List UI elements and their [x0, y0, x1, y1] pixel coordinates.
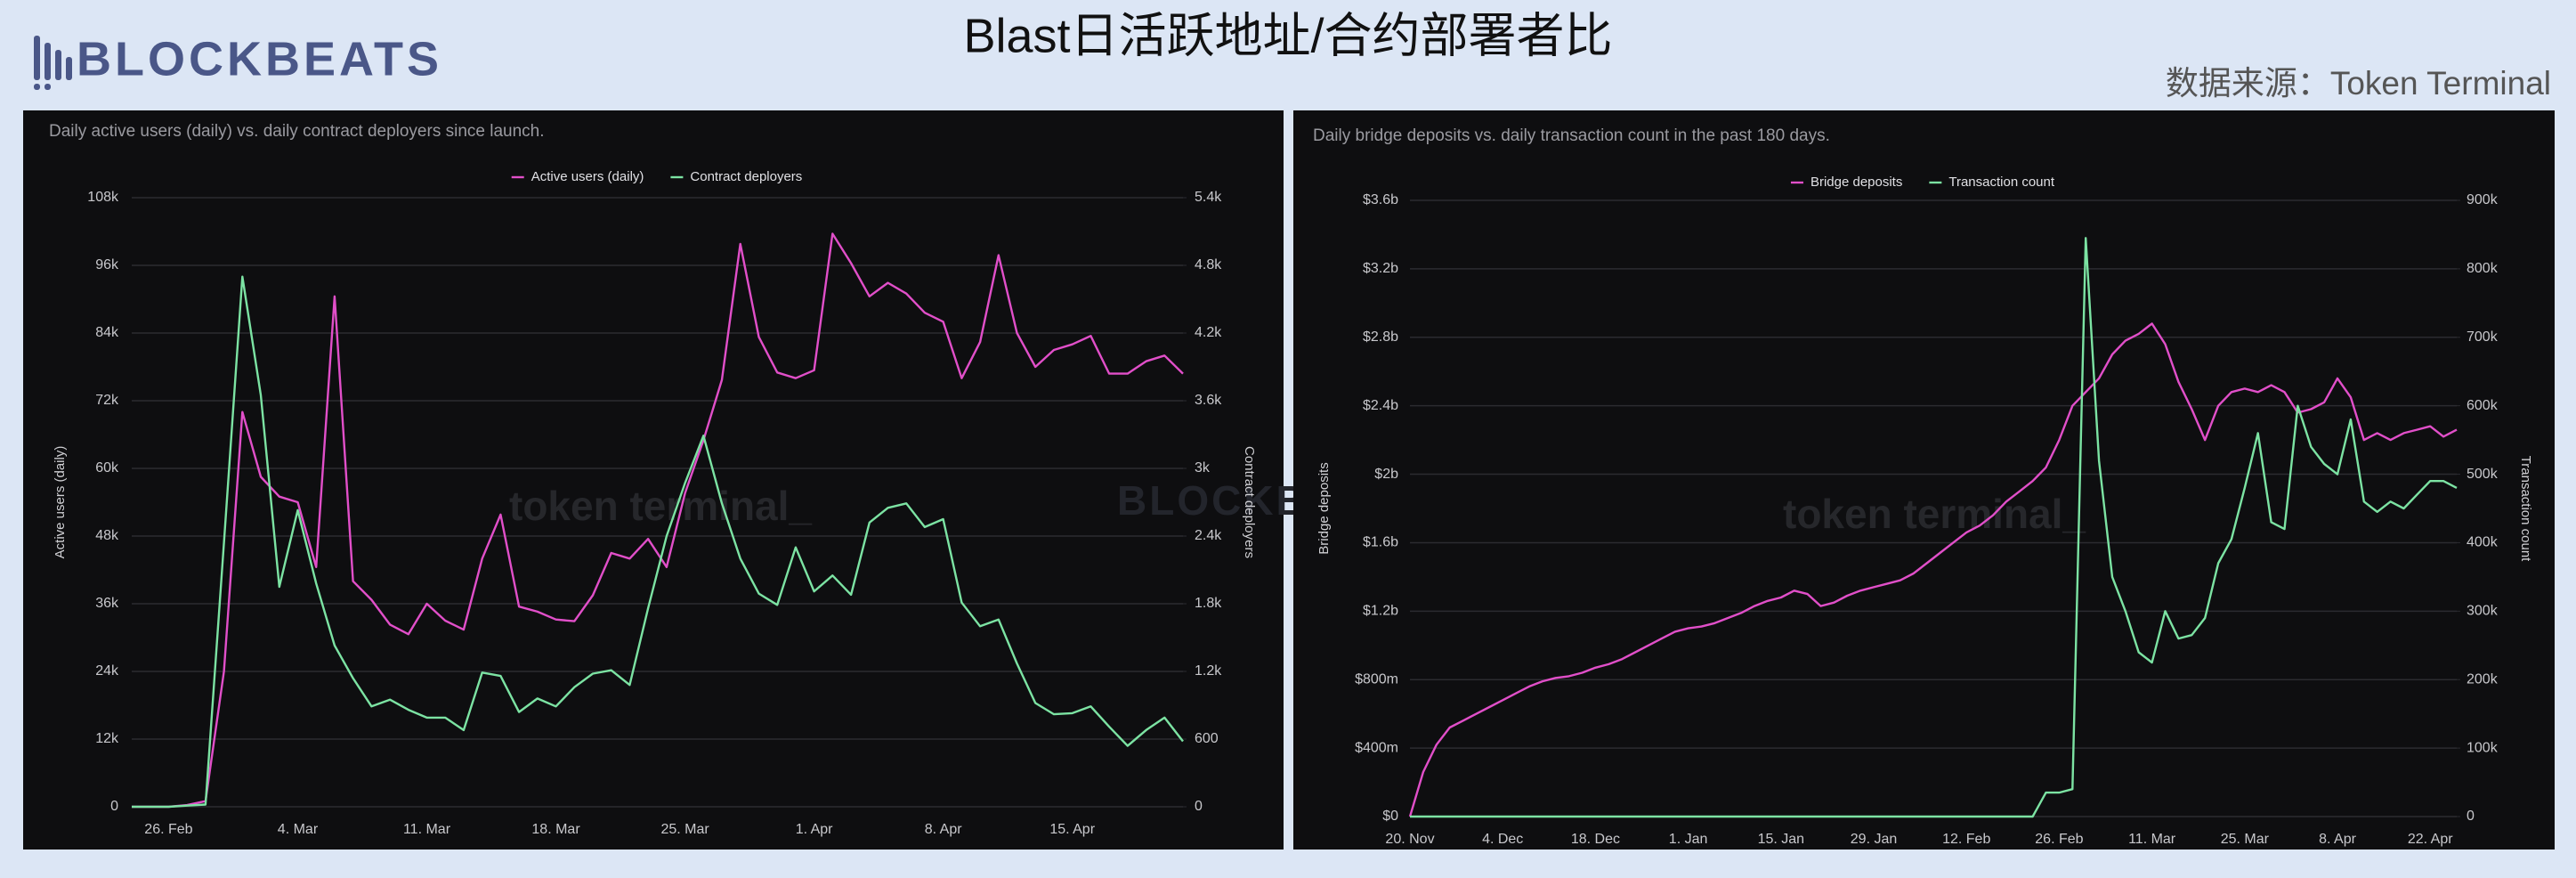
y2-tick-label: 600k — [2467, 398, 2499, 413]
legend-label: Contract deployers — [690, 169, 802, 184]
y2-tick-label: 1.2k — [1195, 663, 1222, 679]
y-axis-title: Active users (daily) — [53, 446, 68, 559]
y-tick-label: 84k — [95, 325, 119, 340]
y-tick-label: 60k — [95, 460, 119, 476]
series-line — [132, 275, 1184, 809]
y-tick-label: $3.2b — [1363, 261, 1398, 276]
y2-tick-label: 2.4k — [1195, 528, 1222, 543]
panel — [23, 110, 1284, 850]
x-tick-label: 15. Jan — [1758, 832, 1804, 847]
y-tick-label: $1.2b — [1363, 604, 1398, 619]
y2-tick-label: 700k — [2467, 329, 2499, 345]
y2-tick-label: 0 — [2467, 809, 2475, 824]
y-tick-label: 36k — [95, 596, 119, 611]
y2-axis-title: Transaction count — [2518, 456, 2533, 563]
y-tick-label: $800m — [1355, 671, 1398, 687]
y-tick-label: $2.8b — [1363, 329, 1398, 345]
y-tick-label: $2b — [1374, 467, 1398, 482]
x-tick-label: 25. Mar — [660, 822, 709, 837]
x-tick-label: 1. Jan — [1669, 832, 1708, 847]
y2-tick-label: 300k — [2467, 604, 2499, 619]
page-title: Blast日活跃地址/合约部署者比 — [963, 9, 1612, 62]
y-tick-label: 0 — [110, 799, 118, 814]
chart: token terminal_ Daily bridge deposits vs.… — [1293, 110, 2555, 850]
legend-item: Active users (daily) — [511, 169, 644, 184]
y2-tick-label: 400k — [2467, 535, 2499, 550]
y-tick-label: 72k — [95, 393, 119, 408]
y-tick-label: $400m — [1355, 740, 1398, 755]
y2-tick-label: 500k — [2467, 467, 2499, 482]
y2-tick-label: 5.4k — [1195, 190, 1222, 205]
chart-subtitle: Daily active users (daily) vs. daily con… — [49, 122, 545, 141]
y2-tick-label: 900k — [2467, 192, 2499, 207]
legend-item: Contract deployers — [670, 169, 802, 184]
legend-item: Transaction count — [1929, 175, 2055, 190]
watermark: token terminal_ — [1783, 491, 2086, 537]
x-tick-label: 18. Dec — [1571, 832, 1620, 847]
watermark: token terminal_ — [509, 483, 812, 529]
x-tick-label: 26. Feb — [2035, 832, 2083, 847]
y-axis-title: Bridge deposits — [1316, 462, 1332, 554]
x-tick-label: 8. Apr — [2319, 832, 2356, 847]
y-tick-label: 48k — [95, 528, 119, 543]
source: 数据来源：Token Terminal — [2166, 65, 2551, 102]
y2-axis-title: Contract deployers — [1242, 446, 1257, 558]
series-line — [132, 232, 1184, 809]
y2-tick-label: 4.2k — [1195, 325, 1222, 340]
y-tick-label: 96k — [95, 257, 119, 272]
x-tick-label: 25. Mar — [2221, 832, 2270, 847]
logo-icon — [34, 36, 72, 90]
y-tick-label: $1.6b — [1363, 535, 1398, 550]
y-tick-label: $3.6b — [1363, 192, 1398, 207]
x-tick-label: 22. Apr — [2408, 832, 2453, 847]
x-tick-label: 29. Jan — [1851, 832, 1897, 847]
x-tick-label: 18. Mar — [531, 822, 580, 837]
y2-tick-label: 0 — [1195, 799, 1203, 814]
logo-text: BLOCKBEATS — [77, 32, 442, 85]
y-tick-label: 108k — [87, 190, 119, 205]
legend-label: Bridge deposits — [1810, 175, 1902, 190]
x-tick-label: 11. Mar — [2128, 832, 2176, 847]
x-tick-label: 4. Mar — [278, 822, 319, 837]
y2-tick-label: 600 — [1195, 731, 1219, 746]
x-tick-label: 20. Nov — [1385, 832, 1434, 847]
y2-tick-label: 200k — [2467, 671, 2499, 687]
y2-tick-label: 3.6k — [1195, 393, 1222, 408]
x-tick-label: 26. Feb — [144, 822, 192, 837]
y2-tick-label: 3k — [1195, 460, 1211, 476]
y-tick-label: $2.4b — [1363, 398, 1398, 413]
y-tick-label: 12k — [95, 731, 119, 746]
y2-tick-label: 1.8k — [1195, 596, 1222, 611]
x-tick-label: 1. Apr — [796, 822, 833, 837]
legend-label: Active users (daily) — [531, 169, 644, 184]
x-tick-label: 11. Mar — [403, 822, 451, 837]
legend-item: Bridge deposits — [1790, 175, 1902, 190]
x-tick-label: 12. Feb — [1942, 832, 1990, 847]
x-tick-label: 8. Apr — [925, 822, 962, 837]
y2-tick-label: 100k — [2467, 740, 2499, 755]
y-tick-label: 24k — [95, 663, 119, 679]
x-tick-label: 4. Dec — [1482, 832, 1523, 847]
chart-subtitle: Daily bridge deposits vs. daily transact… — [1313, 126, 1830, 145]
y-tick-label: $0 — [1382, 809, 1398, 824]
legend-label: Transaction count — [1948, 175, 2055, 190]
y2-tick-label: 4.8k — [1195, 257, 1222, 272]
y2-tick-label: 800k — [2467, 261, 2499, 276]
x-tick-label: 15. Apr — [1049, 822, 1095, 837]
series-line — [1410, 237, 2458, 818]
series-line — [1408, 322, 2458, 817]
panel — [1293, 110, 2555, 850]
